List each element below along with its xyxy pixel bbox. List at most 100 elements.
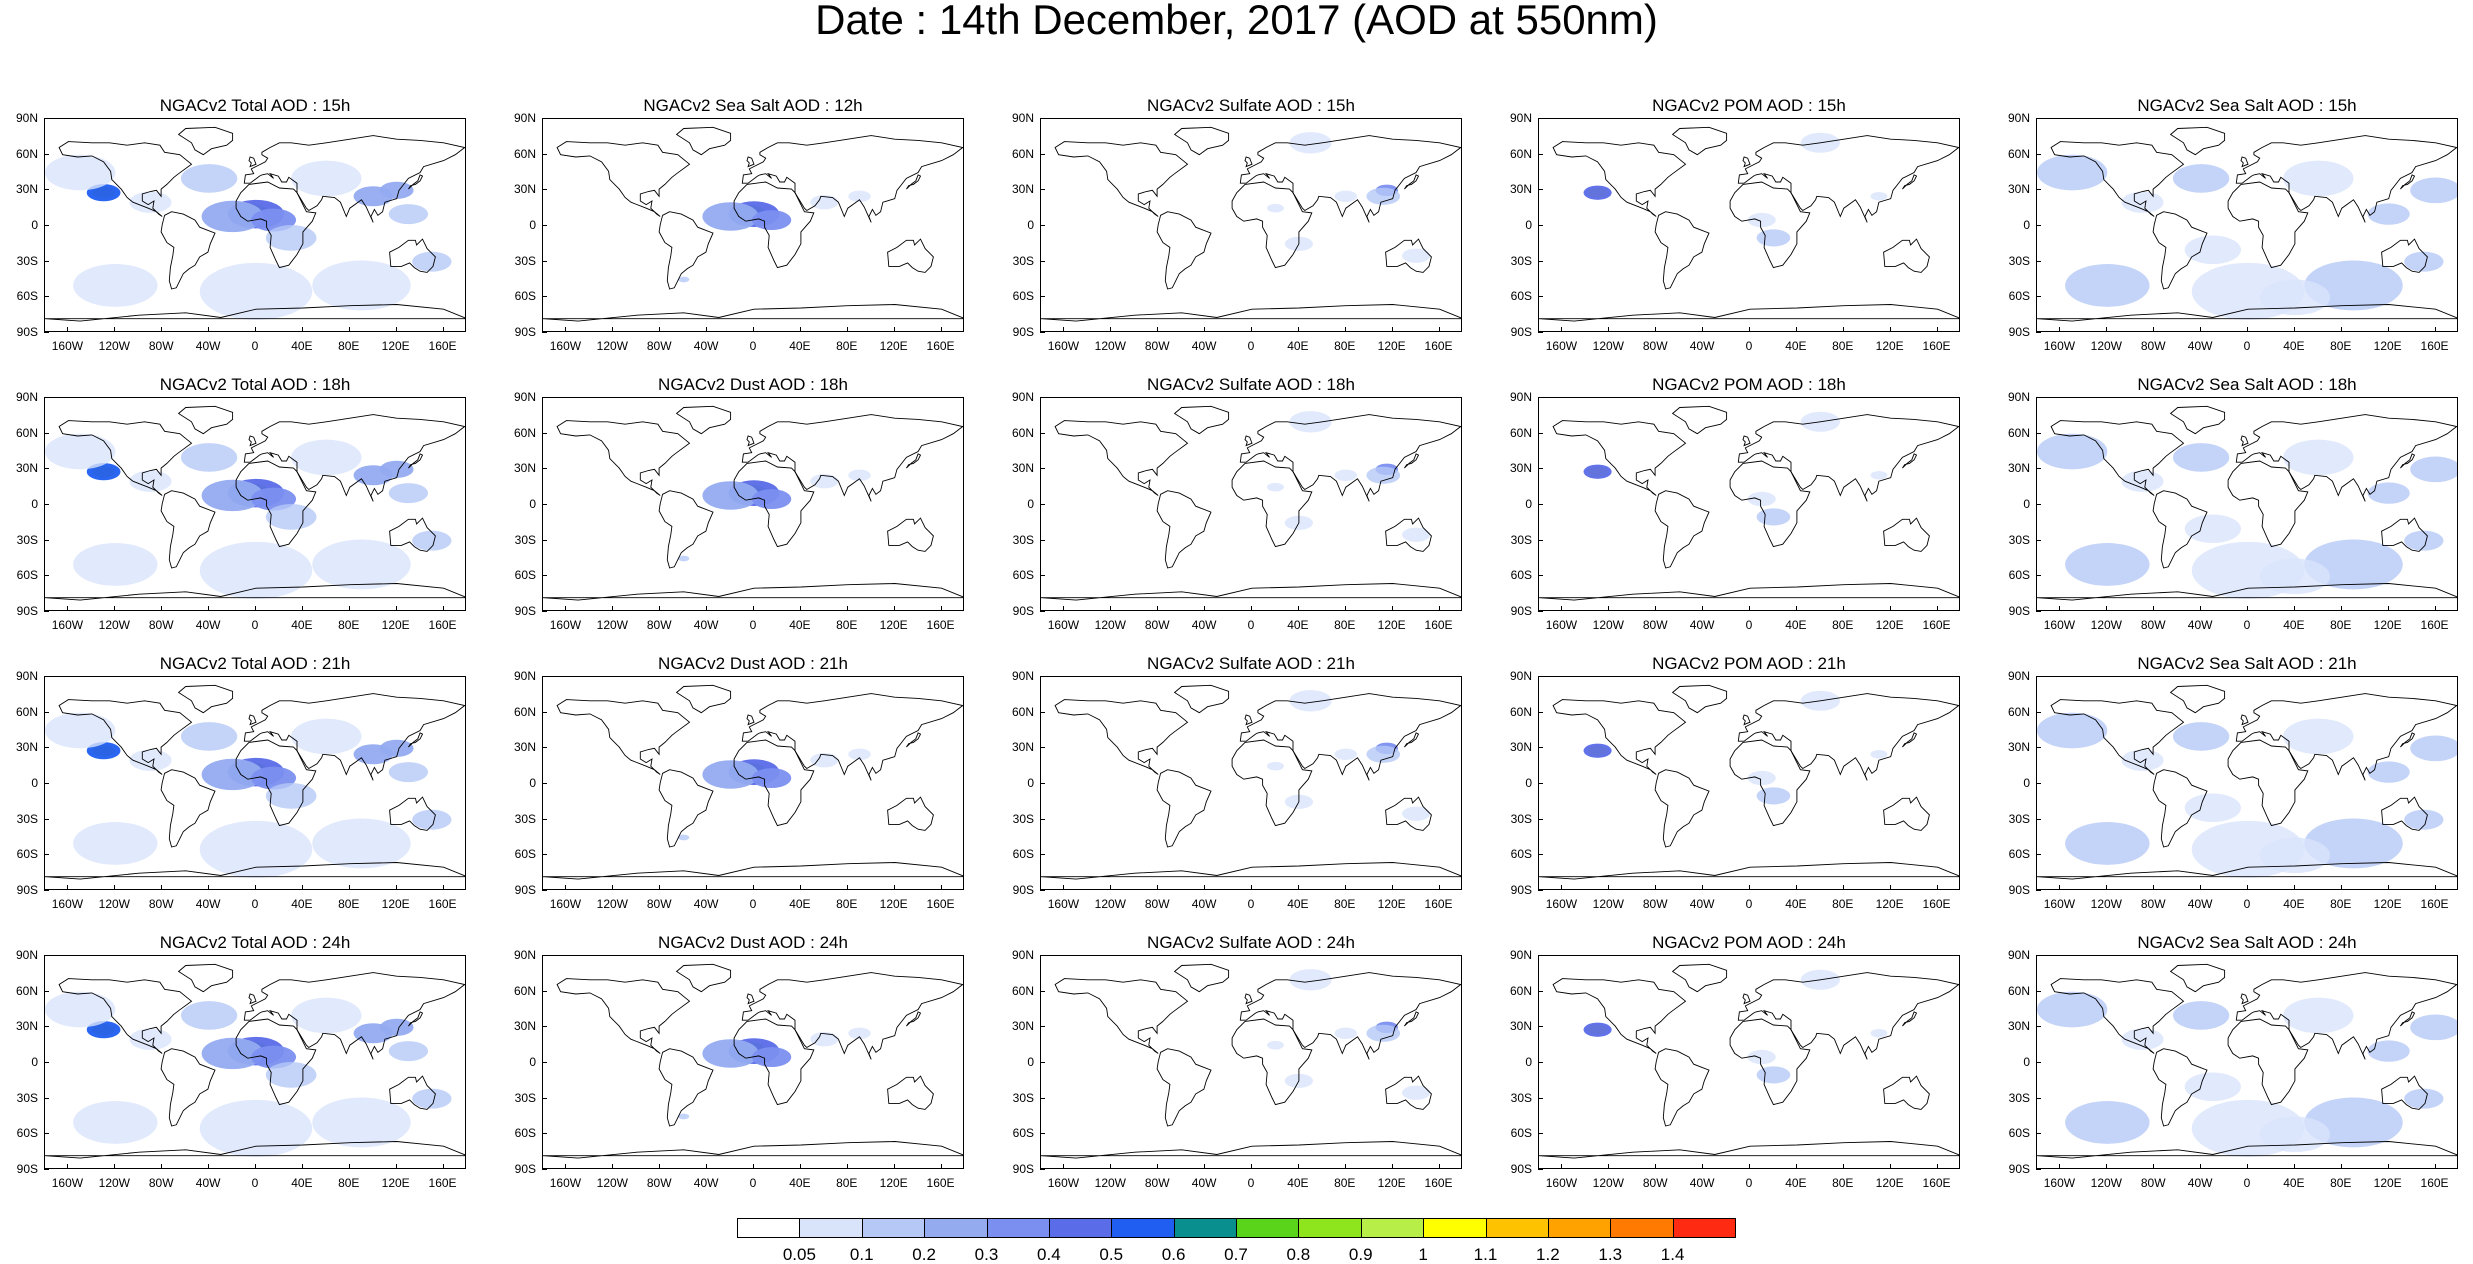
coastline: [675, 126, 732, 156]
lon-tick: [612, 885, 614, 890]
coastline: [1883, 238, 1930, 273]
lat-tick-label: 90N: [513, 390, 536, 404]
coastline: [733, 1018, 815, 1106]
panel-title: NGACv2 POM AOD : 15h: [1652, 96, 1846, 115]
coastline: [1729, 181, 1811, 269]
lat-tick-label: 60N: [15, 983, 38, 998]
coastline: [177, 126, 234, 156]
aod-field: [2065, 543, 2150, 586]
aod-field: [678, 276, 690, 283]
lon-tick: [161, 1164, 163, 1169]
aod-field: [180, 164, 238, 193]
coastline: [235, 739, 317, 827]
world-map: [542, 397, 964, 611]
lat-tick-label: 30N: [513, 740, 536, 755]
panel-title: NGACv2 Sea Salt AOD : 24h: [2137, 933, 2357, 952]
lon-tick: [2247, 885, 2248, 890]
world-map: [542, 676, 964, 890]
panel-title: NGACv2 Dust AOD : 18h: [658, 375, 848, 394]
lat-tick-label: 60N: [1509, 146, 1532, 161]
colorbar-swatch: [1547, 1218, 1612, 1238]
lat-tick: [1538, 504, 1543, 505]
aod-field: [180, 722, 238, 751]
aod-field: [2172, 1001, 2230, 1030]
colorbar-swatch: [1672, 1218, 1736, 1238]
coastline: [160, 211, 216, 290]
lat-tick: [1538, 1097, 1543, 1099]
lat-tick: [44, 890, 49, 891]
map-canvas: [1539, 684, 1959, 880]
lat-tick: [2036, 783, 2041, 784]
lon-tick-label: 120W: [1094, 618, 1126, 632]
coastline: [1239, 414, 1461, 502]
lat-tick-label: 60N: [2007, 704, 2030, 719]
map-panel-sulfate: NGACv2 Sulfate AOD : 24h 90N 60N 30N 0 30S 60S…: [996, 931, 1476, 1206]
lon-tick-label: 40W: [1191, 1176, 1217, 1190]
lon-tick-label: 80E: [1334, 897, 1356, 911]
coastline: [235, 460, 317, 548]
lat-tick: [44, 1026, 49, 1028]
lon-tick-label: 120E: [2373, 339, 2402, 353]
coastline: [1404, 453, 1420, 469]
aod-field: [702, 481, 759, 510]
lon-tick: [301, 885, 303, 890]
lat-tick: [44, 1133, 49, 1135]
coastline: [1041, 304, 1461, 322]
lon-tick-label: 120E: [2373, 1176, 2402, 1190]
aod-field: [291, 718, 362, 755]
lon-tick-label: 40W: [2187, 339, 2213, 353]
aod-field: [1870, 1028, 1888, 1038]
coastline: [906, 1011, 922, 1027]
aod-field: [73, 543, 158, 586]
aod-field: [2065, 822, 2150, 865]
lat-tick: [2036, 1169, 2041, 1170]
panel-title: NGACv2 POM AOD : 24h: [1652, 933, 1846, 952]
lon-tick-label: 80W: [1144, 897, 1170, 911]
lat-tick-label: 60N: [1509, 704, 1532, 719]
lon-tick-label: 0: [1247, 897, 1255, 911]
aod-field: [678, 834, 690, 841]
aod-field: [751, 210, 792, 231]
lat-tick: [2036, 1062, 2041, 1063]
lon-tick: [1749, 606, 1750, 611]
lon-tick-label: 160E: [926, 897, 955, 911]
lat-tick-label: 0: [1525, 776, 1532, 790]
aod-field: [199, 1099, 313, 1157]
lon-tick: [1655, 885, 1657, 890]
colorbar-label: 0.4: [1037, 1245, 1061, 1264]
aod-field: [1870, 470, 1888, 480]
lat-tick-label: 30S: [2008, 811, 2030, 826]
lat-tick-label: 30N: [1011, 740, 1034, 755]
lat-tick: [44, 260, 49, 262]
colorbar-swatch: [1111, 1218, 1175, 1238]
lon-tick: [1608, 885, 1610, 890]
lat-tick-label: 0: [2023, 218, 2030, 232]
lat-tick-label: 90N: [1011, 948, 1034, 962]
lon-tick: [1438, 1164, 1440, 1169]
world-map: [1538, 397, 1960, 611]
lon-tick-label: 160W: [1047, 897, 1080, 911]
lat-tick: [1040, 504, 1045, 505]
page-title: Date : 14th December, 2017 (AOD at 550nm…: [815, 0, 1658, 43]
aod-field: [1267, 482, 1284, 492]
lat-tick: [1538, 1133, 1543, 1135]
lat-tick-label: 30N: [2007, 740, 2030, 755]
lon-tick: [1936, 1164, 1938, 1169]
world-map: [542, 955, 964, 1169]
lat-tick: [2036, 1133, 2041, 1135]
lon-tick-label: 160W: [1047, 1176, 1080, 1190]
lon-tick: [659, 327, 661, 332]
lat-tick-label: 30S: [514, 532, 536, 547]
lon-tick: [442, 1164, 444, 1169]
lat-tick: [1040, 1026, 1045, 1028]
aod-field: [201, 479, 264, 512]
lon-tick-label: 40W: [2187, 897, 2213, 911]
lon-tick: [2153, 606, 2155, 611]
lon-tick: [2200, 1164, 2202, 1169]
lon-tick-label: 0: [1745, 897, 1753, 911]
lon-tick: [1795, 1164, 1797, 1169]
lat-tick: [1040, 225, 1045, 226]
coastline: [2050, 978, 2185, 1054]
lat-tick: [44, 711, 49, 713]
lon-tick: [2387, 606, 2389, 611]
